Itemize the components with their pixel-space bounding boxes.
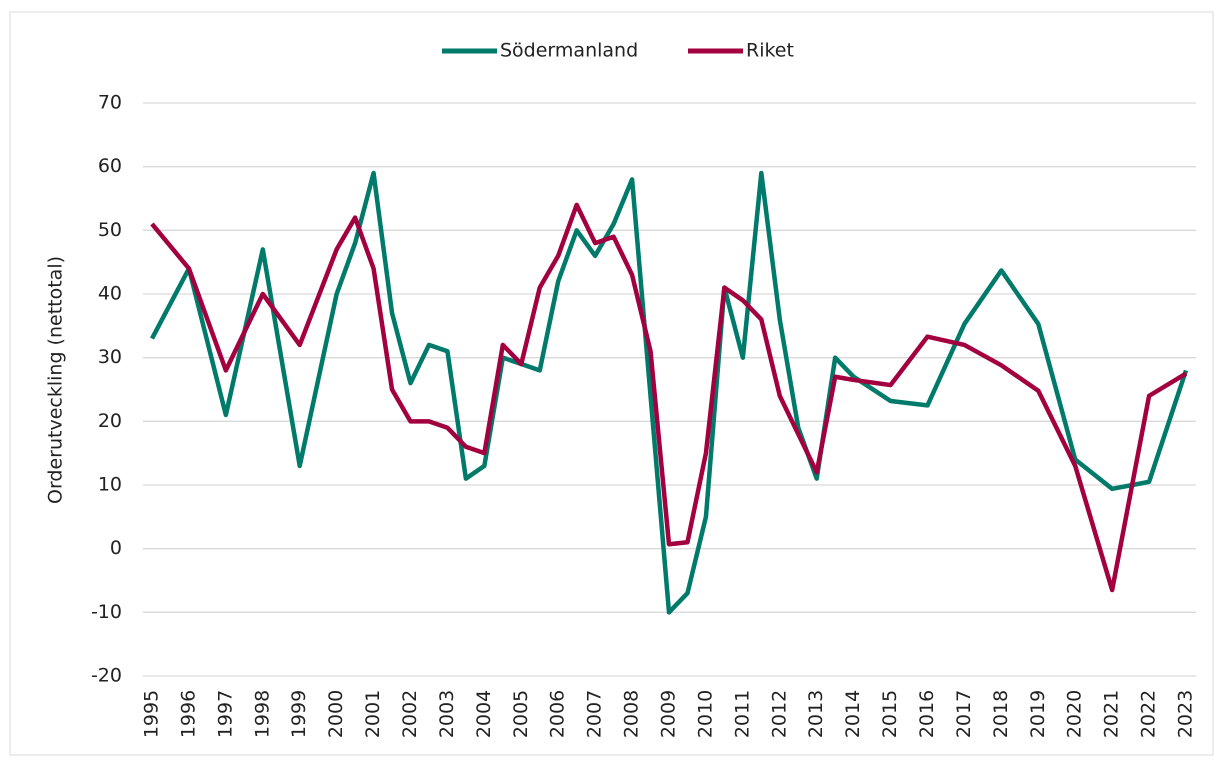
x-tick-label: 2004 xyxy=(473,690,495,738)
x-tick-label: 2001 xyxy=(362,690,384,738)
x-tick-label: 2010 xyxy=(694,690,716,738)
x-tick-label: 2002 xyxy=(399,690,421,738)
x-tick-label: 2007 xyxy=(584,690,606,738)
y-tick-label: 40 xyxy=(98,283,122,305)
x-tick-label: 2005 xyxy=(510,690,532,738)
y-tick-label: -20 xyxy=(91,665,122,687)
y-tick-label: 50 xyxy=(98,219,122,241)
y-tick-label: -10 xyxy=(91,601,122,623)
x-tick-label: 2011 xyxy=(731,690,753,738)
y-axis-label: Orderutveckling (nettotal) xyxy=(45,256,67,504)
x-tick-label: 2021 xyxy=(1101,690,1123,738)
x-tick-label: 2023 xyxy=(1175,690,1197,738)
x-tick-label: 2014 xyxy=(842,690,864,738)
y-tick-label: 70 xyxy=(98,92,122,114)
legend-label: Södermanland xyxy=(500,40,638,62)
y-tick-label: 10 xyxy=(98,474,122,496)
x-tick-label: 2019 xyxy=(1027,690,1049,738)
y-tick-label: 60 xyxy=(98,155,122,177)
x-tick-label: 2017 xyxy=(953,690,975,738)
x-tick-label: 2000 xyxy=(325,690,347,738)
x-tick-label: 2016 xyxy=(916,690,938,738)
x-tick-label: 2003 xyxy=(436,690,458,738)
x-tick-label: 2020 xyxy=(1064,690,1086,738)
x-tick-label: 1997 xyxy=(214,690,236,738)
x-tick-label: 2018 xyxy=(990,690,1012,738)
x-tick-label: 1995 xyxy=(141,690,163,738)
chart-frame xyxy=(9,11,1214,756)
x-tick-label: 2008 xyxy=(621,690,643,738)
y-tick-label: 20 xyxy=(98,410,122,432)
x-tick-label: 2022 xyxy=(1138,690,1160,738)
x-tick-label: 2006 xyxy=(547,690,569,738)
series-line xyxy=(150,170,1189,615)
series-line xyxy=(150,202,1188,593)
legend-label: Riket xyxy=(746,40,794,62)
x-tick-label: 2009 xyxy=(658,690,680,738)
x-tick-label: 2013 xyxy=(805,690,827,738)
x-tick-label: 1998 xyxy=(251,690,273,738)
x-tick-label: 2012 xyxy=(768,690,790,738)
y-tick-label: 0 xyxy=(110,537,122,559)
x-tick-label: 1999 xyxy=(288,690,310,738)
x-tick-label: 2015 xyxy=(879,690,901,738)
y-tick-label: 30 xyxy=(98,346,122,368)
x-tick-label: 1996 xyxy=(177,690,199,738)
